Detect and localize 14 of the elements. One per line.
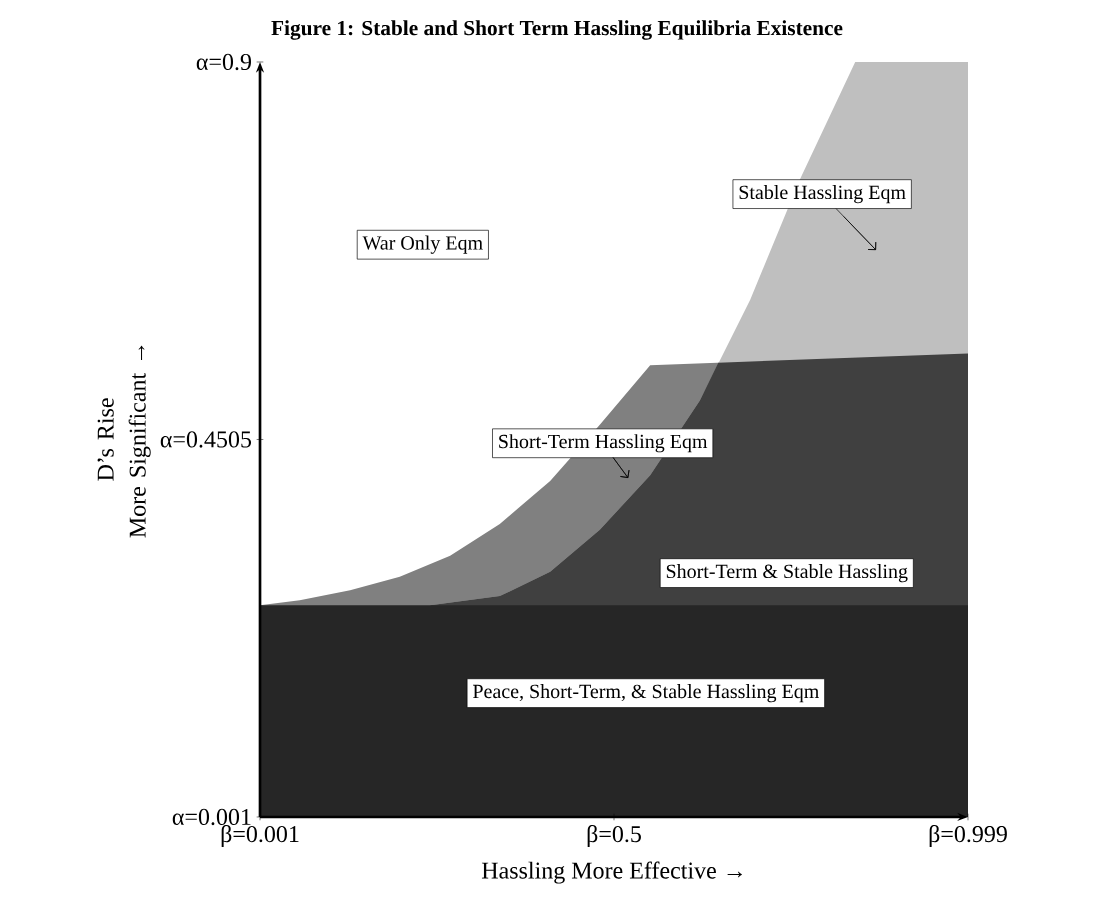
annotation: War Only Eqm <box>362 235 483 254</box>
y-axis-title: D’s Rise More Significant → <box>97 345 151 538</box>
y-tick-label: α=0.9 <box>196 53 251 71</box>
x-axis-title: Hassling More Effective → <box>481 861 742 884</box>
x-tick-label: β=0.999 <box>929 825 1007 848</box>
x-tick-label: β=0.5 <box>587 825 641 848</box>
y-tick-label: α=0.001 <box>172 808 251 826</box>
chart-title: Figure 1: Stable and Short Term Hassling Equilibria Existence <box>271 20 843 40</box>
x-tick-label: β=0.001 <box>221 825 299 848</box>
annotation: Short-Term Hassling Eqm <box>499 434 708 453</box>
annotation: Short-Term & Stable Hassling <box>666 564 908 583</box>
y-tick-label: α=0.4505 <box>160 431 252 448</box>
annotation: Peace, Short-Term, & Stable Hassling Eqm <box>473 684 820 703</box>
annotation: Stable Hassling Eqm <box>739 185 906 204</box>
